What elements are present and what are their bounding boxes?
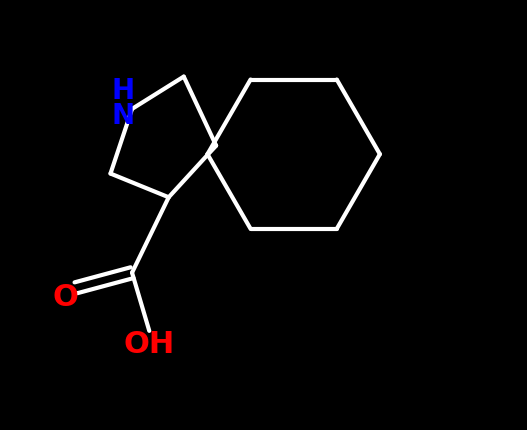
Text: OH: OH [124, 329, 175, 359]
Text: H
N: H N [112, 77, 135, 130]
Text: O: O [52, 282, 78, 311]
